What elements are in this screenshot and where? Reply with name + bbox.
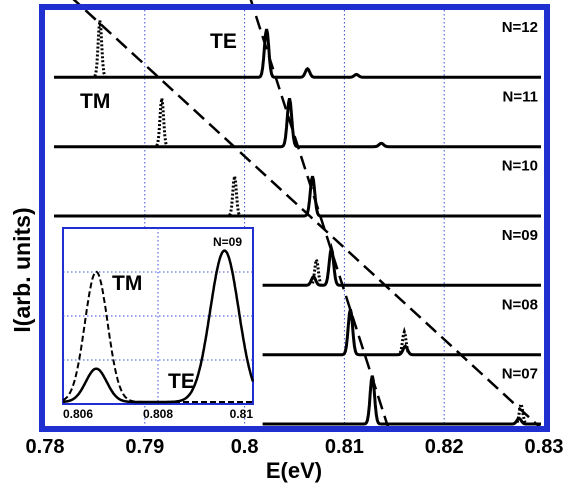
panel-label: N=12	[502, 19, 538, 36]
inset-traces	[62, 249, 255, 404]
spectra-panels: N=12 N=11 N=10 N=09 N=08 N=07	[54, 19, 541, 426]
te-series-label: TE	[210, 30, 237, 53]
y-axis-label: I(arb. units)	[9, 207, 35, 332]
x-axis-label: E(eV)	[266, 458, 322, 483]
x-tick-label: 0.79	[125, 436, 164, 458]
panel-label: N=09	[502, 227, 538, 244]
trend-line	[249, 0, 391, 432]
panel: N=11	[54, 88, 541, 149]
panel-label: N=08	[502, 296, 538, 313]
tm-trace	[515, 399, 527, 423]
inset-panel-label: N=09	[213, 235, 242, 249]
tm-trace	[155, 98, 169, 147]
panel: N=10	[54, 158, 541, 218]
inset-x-tick-label: 0.806	[63, 407, 93, 421]
inset-te-label: TE	[168, 370, 195, 393]
x-axis-ticks: 0.78 0.79 0.8 0.81 0.82 0.83	[26, 436, 564, 458]
tm-trace	[228, 175, 241, 216]
panel: N=08	[262, 296, 541, 357]
tm-trace	[93, 20, 107, 77]
te-trace	[54, 28, 541, 79]
trend-lines	[72, 0, 545, 432]
tm-trace	[398, 326, 410, 354]
inset-grid	[63, 228, 253, 404]
tm-trace	[311, 259, 322, 284]
panel-label: N=11	[503, 88, 538, 105]
te-trace	[262, 375, 541, 426]
tm-series-label: TM	[80, 90, 110, 113]
panel-label: N=07	[502, 366, 538, 383]
panel: N=07	[262, 366, 541, 426]
x-tick-label: 0.78	[26, 436, 65, 458]
inset-x-ticks: 0.806 0.808 0.81	[63, 407, 253, 421]
inset-x-tick-label: 0.81	[230, 407, 254, 421]
grid-lines	[144, 10, 445, 426]
x-tick-label: 0.83	[525, 436, 564, 458]
te-trace	[262, 242, 541, 287]
inset-tm-trace	[62, 270, 253, 403]
inset-chart: N=09 TM TE 0.806 0.808 0.81	[62, 227, 255, 421]
x-tick-label: 0.81	[325, 436, 364, 458]
panel: N=09	[262, 227, 541, 287]
trend-line	[72, 0, 545, 432]
panel-label: N=10	[502, 158, 538, 175]
te-trace	[54, 175, 541, 218]
panel: N=12	[54, 19, 541, 79]
x-tick-label: 0.8	[231, 436, 259, 458]
inset-x-tick-label: 0.808	[143, 407, 173, 421]
x-tick-label: 0.82	[425, 436, 464, 458]
plot-frame	[39, 4, 550, 432]
inset-tm-label: TM	[112, 272, 142, 295]
te-trace	[54, 97, 541, 149]
